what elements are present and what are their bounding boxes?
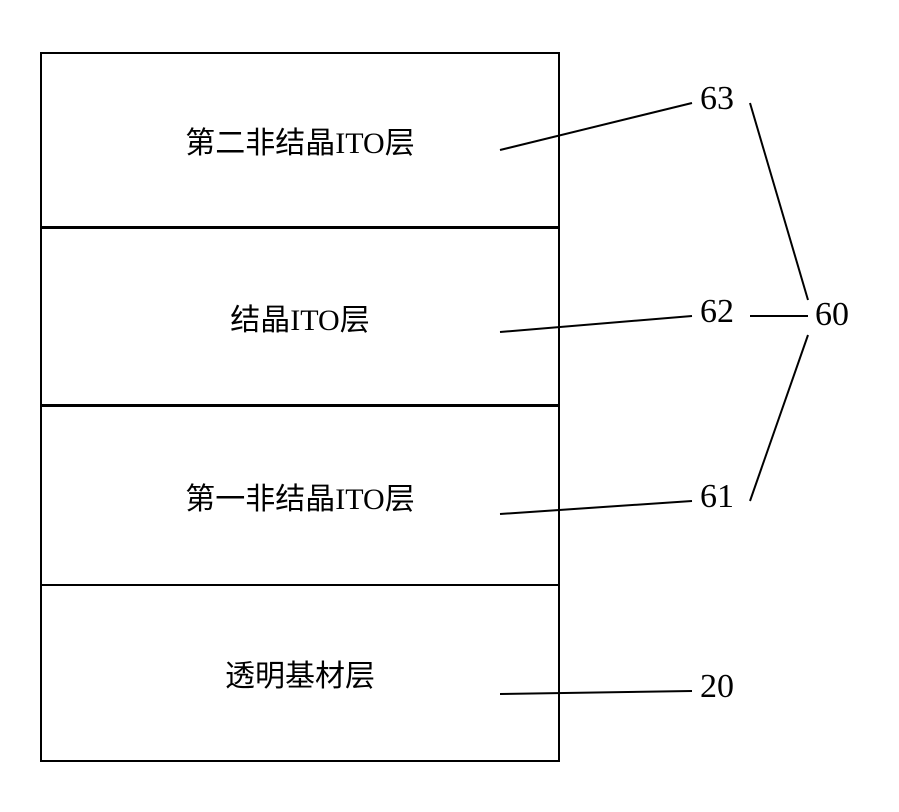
layer-62: 结晶ITO层: [42, 226, 558, 404]
callout-63: 63: [700, 80, 734, 118]
layer-stack: 第二非结晶ITO层结晶ITO层第一非结晶ITO层透明基材层: [40, 52, 560, 762]
group-label-60: 60: [815, 296, 849, 334]
layer-20: 透明基材层: [42, 584, 558, 760]
layer-20-label: 透明基材层: [225, 651, 375, 695]
callout-61: 61: [700, 478, 734, 516]
layer-61: 第一非结晶ITO层: [42, 404, 558, 584]
callout-62: 62: [700, 293, 734, 331]
layer-63-label: 第二非结晶ITO层: [185, 118, 414, 162]
layer-61-label: 第一非结晶ITO层: [185, 474, 414, 518]
callout-20: 20: [700, 668, 734, 706]
layer-63: 第二非结晶ITO层: [42, 54, 558, 226]
layer-62-label: 结晶ITO层: [230, 295, 369, 339]
